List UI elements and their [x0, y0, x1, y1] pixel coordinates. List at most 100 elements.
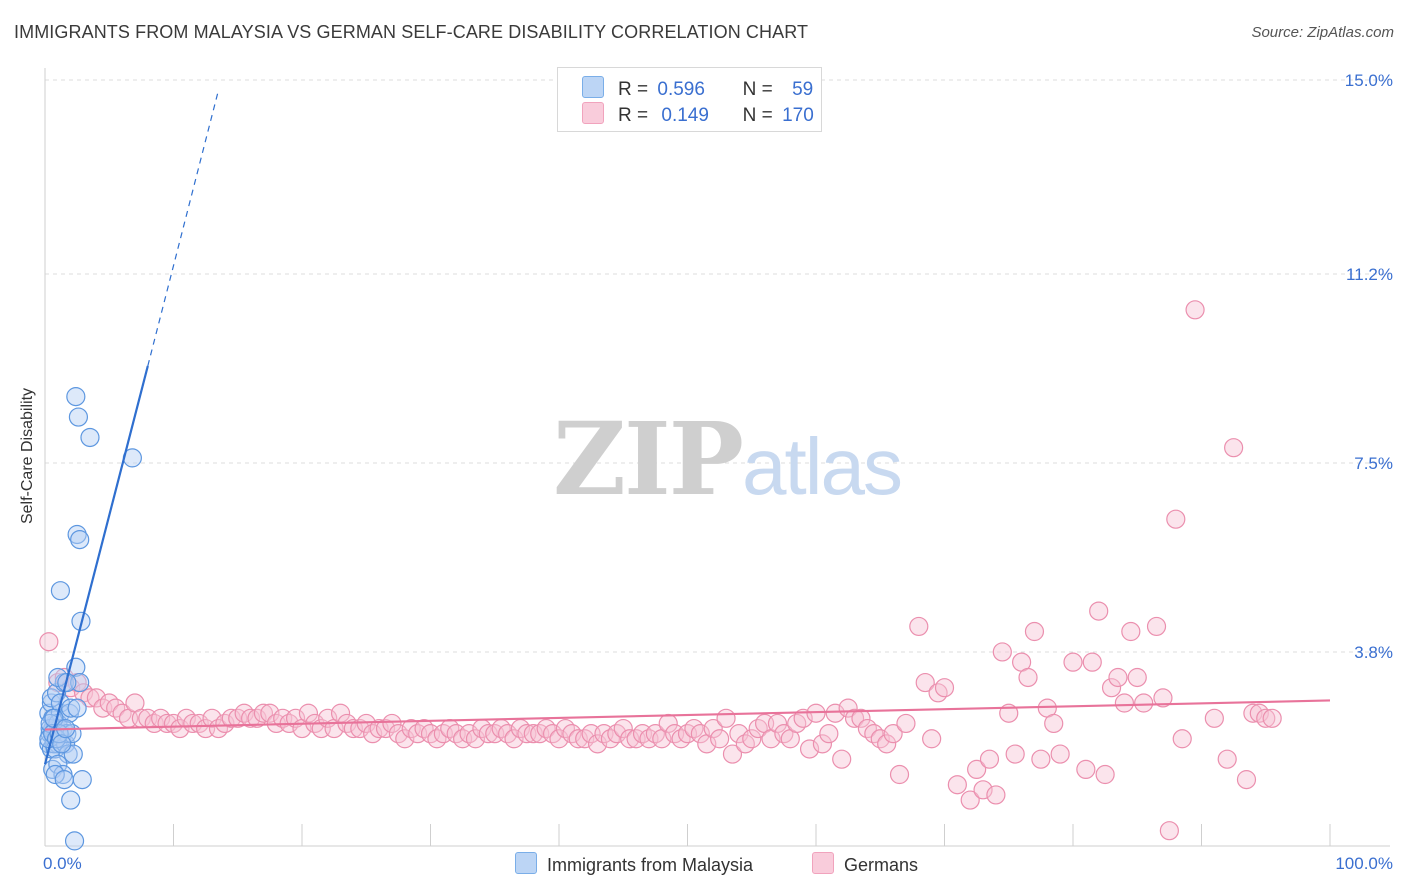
germans-point-6	[80, 688, 100, 708]
germans-point-30	[234, 703, 254, 723]
germans-point-162	[1114, 693, 1135, 713]
germans-point-163	[1121, 621, 1141, 642]
r-label: R =	[618, 105, 649, 126]
germans-point-48	[350, 718, 370, 739]
germans-point-106	[722, 744, 743, 764]
germans-swatch	[582, 102, 604, 124]
germans-point-132	[889, 764, 910, 785]
germans-point-166	[1146, 616, 1167, 637]
germans-point-77	[536, 718, 556, 739]
germans-point-158	[1089, 601, 1109, 621]
germans-point-143	[979, 749, 1000, 769]
x-axis-ticks	[44, 824, 1331, 846]
germans-point-124	[838, 698, 858, 718]
germans-point-129	[870, 729, 890, 749]
germans-point-71	[498, 724, 518, 744]
germans-point-94	[645, 724, 665, 744]
germans-point-161	[1108, 667, 1128, 688]
germans-point-179	[1262, 708, 1282, 728]
germans-n-value: 170	[782, 105, 814, 126]
germans-point-167	[1153, 688, 1173, 708]
malaysia-point-23	[46, 683, 67, 703]
germans-point-120	[812, 734, 833, 754]
germans-point-88	[607, 724, 627, 744]
germans-point-34	[260, 703, 280, 723]
germans-point-87	[600, 729, 621, 749]
germans-point-121	[819, 724, 839, 744]
germans-trend-line	[44, 699, 1331, 731]
malaysia-point-56	[54, 770, 74, 790]
source-label: Source: ZipAtlas.com	[1251, 24, 1394, 41]
germans-point-157	[1082, 652, 1102, 672]
malaysia-swatch	[582, 76, 604, 98]
germans-point-127	[857, 718, 878, 739]
germans-point-109	[742, 729, 762, 749]
y-tick-label-0: 3.8%	[1354, 643, 1393, 662]
germans-point-159	[1095, 764, 1115, 785]
germans-point-133	[896, 713, 916, 734]
germans-point-40	[298, 703, 319, 723]
germans-point-175	[1236, 770, 1257, 790]
watermark-atlas: atlas	[741, 422, 903, 511]
germans-point-108	[735, 734, 755, 754]
germans-point-165	[1134, 693, 1154, 713]
germans-point-160	[1101, 678, 1122, 698]
germans-point-98	[671, 729, 691, 749]
germans-point-103	[703, 718, 723, 739]
malaysia-point-43	[66, 387, 86, 407]
malaysia-point-44	[68, 407, 89, 427]
malaysia-point-45	[80, 427, 100, 448]
germans-legend-swatch	[812, 852, 834, 874]
germans-point-118	[799, 739, 820, 759]
germans-point-140	[960, 790, 980, 810]
y-tick-label-3: 15.0%	[1345, 71, 1393, 90]
y-tick-labels: 3.8% 7.5% 11.2% 15.0%	[1345, 71, 1393, 662]
germans-point-90	[620, 729, 640, 749]
legend-row-malaysia: R = 0.596 N = 59	[582, 76, 813, 100]
germans-point-23	[189, 713, 209, 734]
germans-point-169	[1166, 509, 1186, 529]
malaysia-r-value: 0.596	[657, 79, 705, 100]
germans-point-60	[427, 729, 447, 749]
germans-point-25	[202, 708, 222, 728]
germans-point-53	[382, 713, 402, 734]
trend-lines	[43, 90, 1331, 765]
germans-point-55	[395, 729, 415, 749]
x-tick-label-min: 0.0%	[43, 854, 82, 873]
germans-point-81	[562, 724, 582, 744]
malaysia-point-38	[67, 698, 87, 718]
malaysia-point-55	[45, 764, 65, 785]
germans-point-136	[922, 729, 942, 749]
legend-item-germans: Germans	[812, 852, 918, 876]
malaysia-point-40	[67, 524, 87, 545]
gridlines	[45, 79, 1390, 653]
germans-r-value: 0.149	[661, 105, 709, 126]
malaysia-point-37	[61, 698, 81, 718]
germans-point-156	[1076, 759, 1096, 780]
germans-point-51	[369, 718, 389, 739]
germans-point-131	[883, 724, 903, 744]
germans-point-177	[1249, 703, 1269, 723]
germans-point-173	[1217, 749, 1237, 769]
germans-point-122	[825, 703, 845, 723]
germans-point-68	[478, 724, 498, 744]
stats-legend: R = 0.596 N = 59 R = 0.149 N = 170	[557, 67, 822, 132]
malaysia-point-53	[52, 734, 72, 754]
germans-point-79	[549, 729, 569, 749]
germans-point-33	[253, 703, 274, 723]
n-label: N =	[742, 79, 773, 100]
malaysia-point-32	[61, 790, 81, 810]
germans-point-27	[215, 713, 235, 734]
y-tick-label-2: 11.2%	[1346, 265, 1393, 284]
germans-point-20	[170, 718, 190, 739]
germans-point-126	[851, 708, 871, 728]
germans-point-52	[375, 718, 396, 739]
germans-point-149	[1018, 667, 1038, 688]
germans-point-145	[992, 642, 1012, 662]
y-axis-label: Self-Care Disability	[19, 387, 36, 525]
germans-point-128	[864, 724, 884, 744]
germans-point-135	[915, 672, 935, 693]
malaysia-trend-extension	[147, 90, 220, 367]
germans-point-176	[1243, 703, 1263, 723]
watermark: ZIPatlas	[553, 400, 903, 518]
